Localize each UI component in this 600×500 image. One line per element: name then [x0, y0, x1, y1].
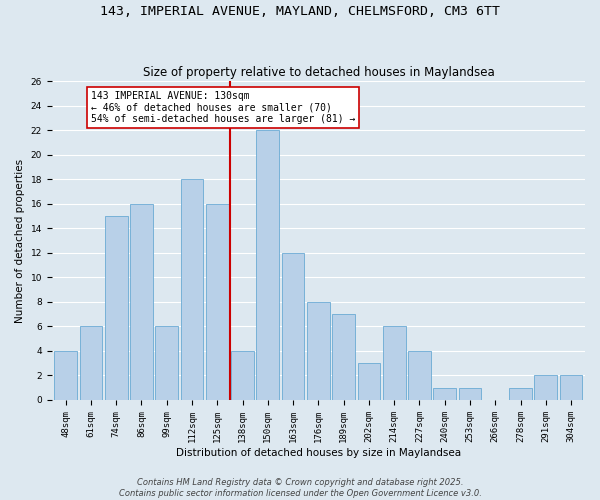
Bar: [358, 363, 380, 400]
Bar: [155, 326, 178, 400]
Bar: [458, 388, 481, 400]
Bar: [282, 253, 304, 400]
Title: Size of property relative to detached houses in Maylandsea: Size of property relative to detached ho…: [143, 66, 494, 78]
Text: Contains HM Land Registry data © Crown copyright and database right 2025.
Contai: Contains HM Land Registry data © Crown c…: [119, 478, 481, 498]
Bar: [105, 216, 128, 400]
Bar: [130, 204, 153, 400]
Bar: [256, 130, 279, 400]
Bar: [55, 351, 77, 400]
Bar: [181, 179, 203, 400]
Text: 143, IMPERIAL AVENUE, MAYLAND, CHELMSFORD, CM3 6TT: 143, IMPERIAL AVENUE, MAYLAND, CHELMSFOR…: [100, 5, 500, 18]
X-axis label: Distribution of detached houses by size in Maylandsea: Distribution of detached houses by size …: [176, 448, 461, 458]
Bar: [307, 302, 330, 400]
Bar: [509, 388, 532, 400]
Bar: [206, 204, 229, 400]
Bar: [80, 326, 103, 400]
Bar: [383, 326, 406, 400]
Bar: [332, 314, 355, 400]
Bar: [408, 351, 431, 400]
Text: 143 IMPERIAL AVENUE: 130sqm
← 46% of detached houses are smaller (70)
54% of sem: 143 IMPERIAL AVENUE: 130sqm ← 46% of det…: [91, 91, 355, 124]
Bar: [535, 376, 557, 400]
Y-axis label: Number of detached properties: Number of detached properties: [15, 158, 25, 322]
Bar: [231, 351, 254, 400]
Bar: [560, 376, 583, 400]
Bar: [433, 388, 456, 400]
